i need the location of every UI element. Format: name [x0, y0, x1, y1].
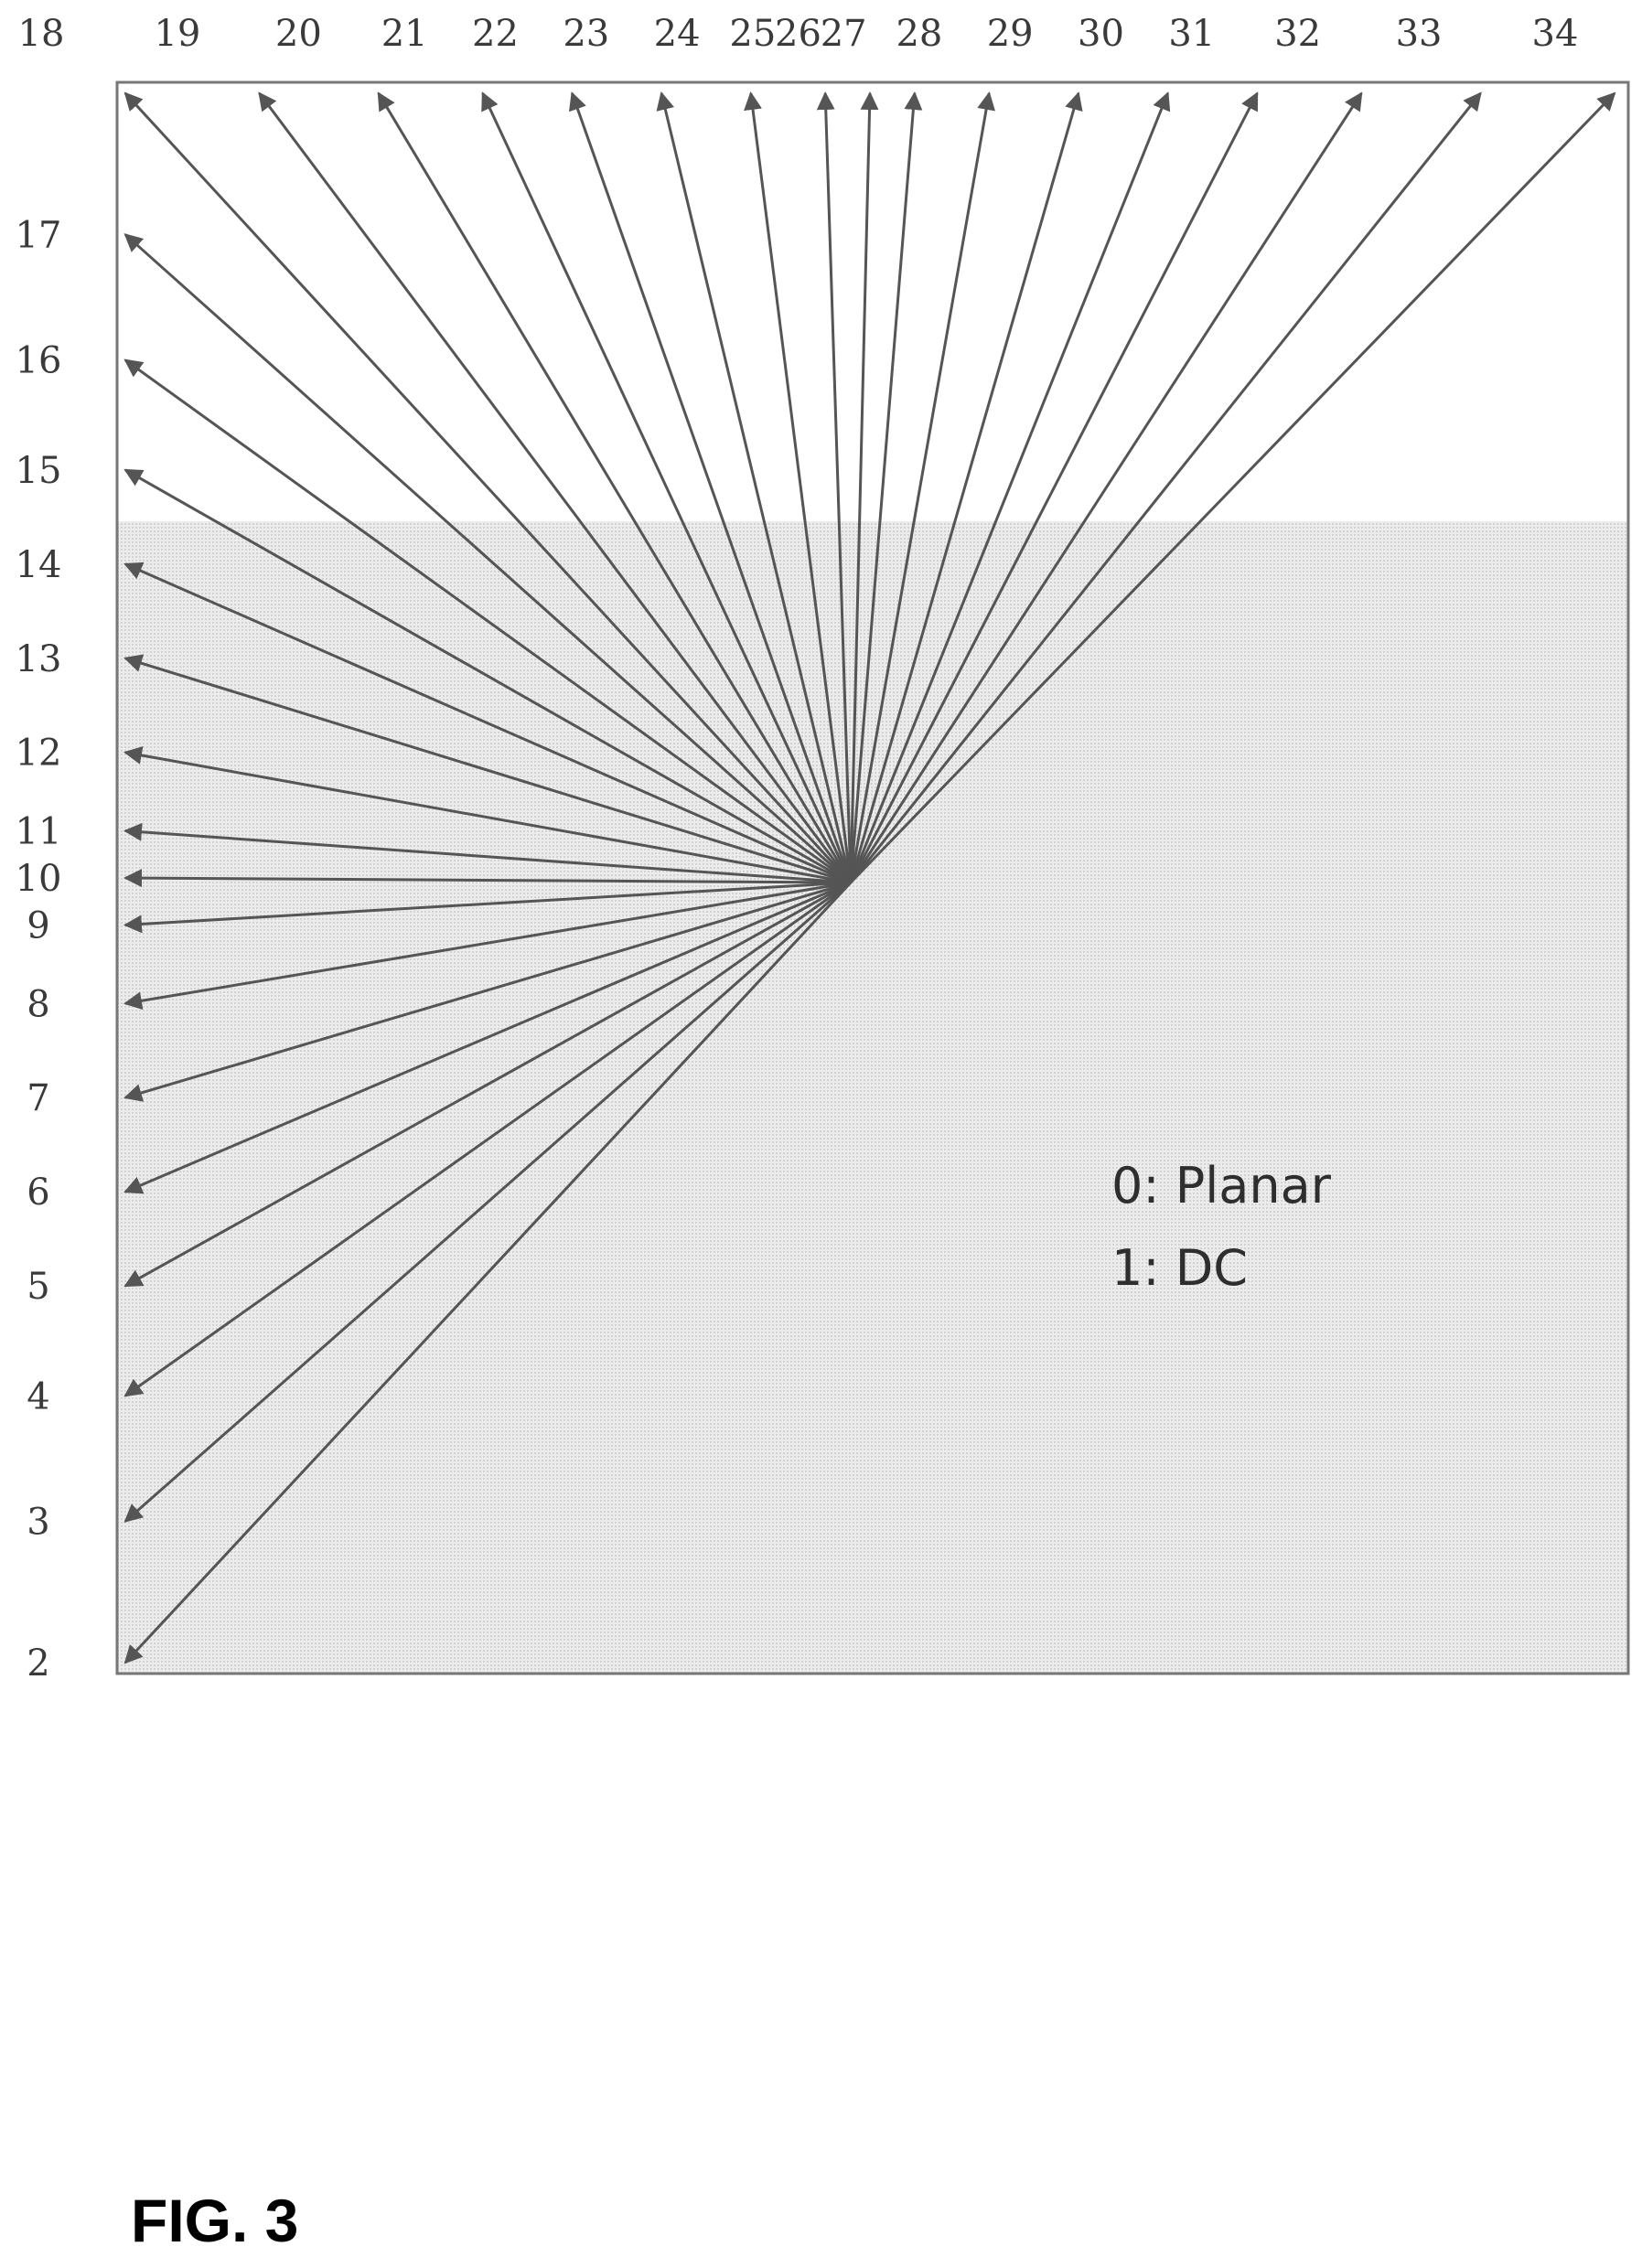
top-mode-labels: 18 19 20 21 22 23 24 252627 28 29 30 31 32 33 34: [18, 13, 1579, 55]
mode-label-31: 31: [1168, 13, 1215, 55]
mode-label-19: 19: [154, 13, 200, 55]
mode-label-18: 18: [18, 13, 65, 55]
mode-label-8: 8: [27, 983, 49, 1025]
mode-label-34: 34: [1532, 13, 1579, 55]
mode-label-17: 17: [16, 214, 62, 256]
mode-label-13: 13: [16, 638, 62, 680]
mode-label-5: 5: [27, 1266, 49, 1308]
mode-label-3: 3: [27, 1502, 49, 1544]
mode-label-15: 15: [16, 450, 62, 492]
mode-label-32: 32: [1274, 13, 1321, 55]
mode-label-20: 20: [275, 13, 322, 55]
mode-label-14: 14: [16, 544, 62, 586]
mode-label-26: 26: [775, 13, 821, 55]
mode-label-21: 21: [381, 13, 428, 55]
mode-label-30: 30: [1078, 13, 1124, 55]
mode-label-10: 10: [16, 858, 62, 900]
legend-dc: 1: DC: [1111, 1239, 1248, 1297]
mode-label-24: 24: [654, 13, 701, 55]
mode-label-16: 16: [16, 340, 62, 382]
left-mode-labels: 17 16 15 14 13 12 11 109 8 7 6 5 4 3 2: [16, 214, 62, 1685]
mode-label-23: 23: [563, 13, 609, 55]
mode-label-4: 4: [27, 1375, 49, 1418]
mode-label-7: 7: [27, 1077, 49, 1119]
mode-label-12: 12: [16, 733, 62, 775]
figure-caption: FIG. 3: [131, 2186, 298, 2255]
mode-label-22: 22: [472, 13, 519, 55]
mode-label-2: 2: [27, 1642, 49, 1685]
mode-label-9: 9: [27, 904, 49, 947]
mode-label-25: 25: [729, 13, 776, 55]
mode-label-6: 6: [27, 1171, 49, 1214]
mode-label-11: 11: [16, 811, 62, 853]
legend-planar: 0: Planar: [1111, 1157, 1332, 1214]
mode-label-27: 27: [821, 13, 867, 55]
mode-label-28: 28: [896, 13, 942, 55]
mode-label-29: 29: [987, 13, 1034, 55]
mode-label-33: 33: [1396, 13, 1443, 55]
